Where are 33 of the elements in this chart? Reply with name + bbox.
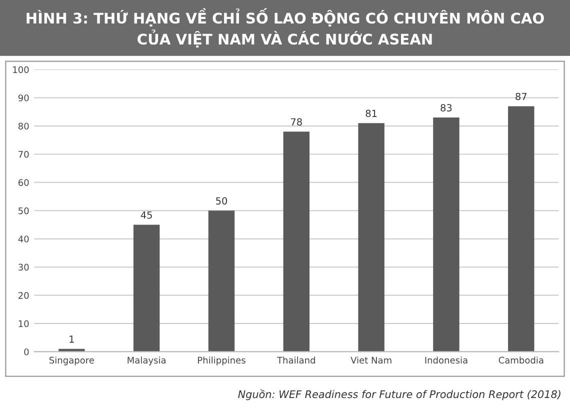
bar xyxy=(133,224,160,352)
y-tick-label: 60 xyxy=(18,179,29,186)
data-label: 45 xyxy=(140,211,152,219)
data-label: 87 xyxy=(516,92,526,100)
y-tick-label: 10 xyxy=(18,320,29,328)
data-label: 81 xyxy=(366,110,377,118)
bar xyxy=(358,123,384,352)
x-tick-label: Viet Nam xyxy=(350,356,392,364)
y-tick-label: 20 xyxy=(18,292,29,299)
x-tick-label: Cambodia xyxy=(498,356,544,364)
y-tick-label: 40 xyxy=(18,236,29,242)
x-tick-label: Malaysia xyxy=(128,356,166,366)
y-tick-label: 100 xyxy=(13,66,29,74)
data-label: 78 xyxy=(291,118,302,126)
y-tick-label: 80 xyxy=(18,122,29,130)
y-tick-label: 90 xyxy=(18,94,29,102)
bar xyxy=(508,106,534,352)
bar xyxy=(208,210,235,352)
bar xyxy=(283,132,310,352)
y-tick-label: 50 xyxy=(18,207,29,214)
text: Nguồn: WEF Readiness for Future of Production Report (2018) xyxy=(238,389,560,400)
data-label: 50 xyxy=(216,197,228,205)
y-tick-label: 0 xyxy=(24,348,29,356)
x-tick-label: Thailand xyxy=(276,356,315,364)
y-tick-label: 70 xyxy=(18,150,29,158)
y-tick-label: 30 xyxy=(18,264,29,271)
x-tick-label: Singapore xyxy=(49,356,94,366)
x-tick-label: Indonesia xyxy=(425,356,468,364)
x-tick-label: Philippines xyxy=(198,356,246,366)
data-label: 1 xyxy=(70,336,74,343)
chart-title: HÌNH 3: THỨ HẠNG VỀ CHỈ SỐ LAO ĐỘNG CÓ CHUYÊN MÔN CAO CỦA VIỆT NAM VÀ CÁC NƯỚC ASEAN xyxy=(26,8,544,48)
data-label: 83 xyxy=(440,104,452,112)
bar xyxy=(433,118,460,352)
